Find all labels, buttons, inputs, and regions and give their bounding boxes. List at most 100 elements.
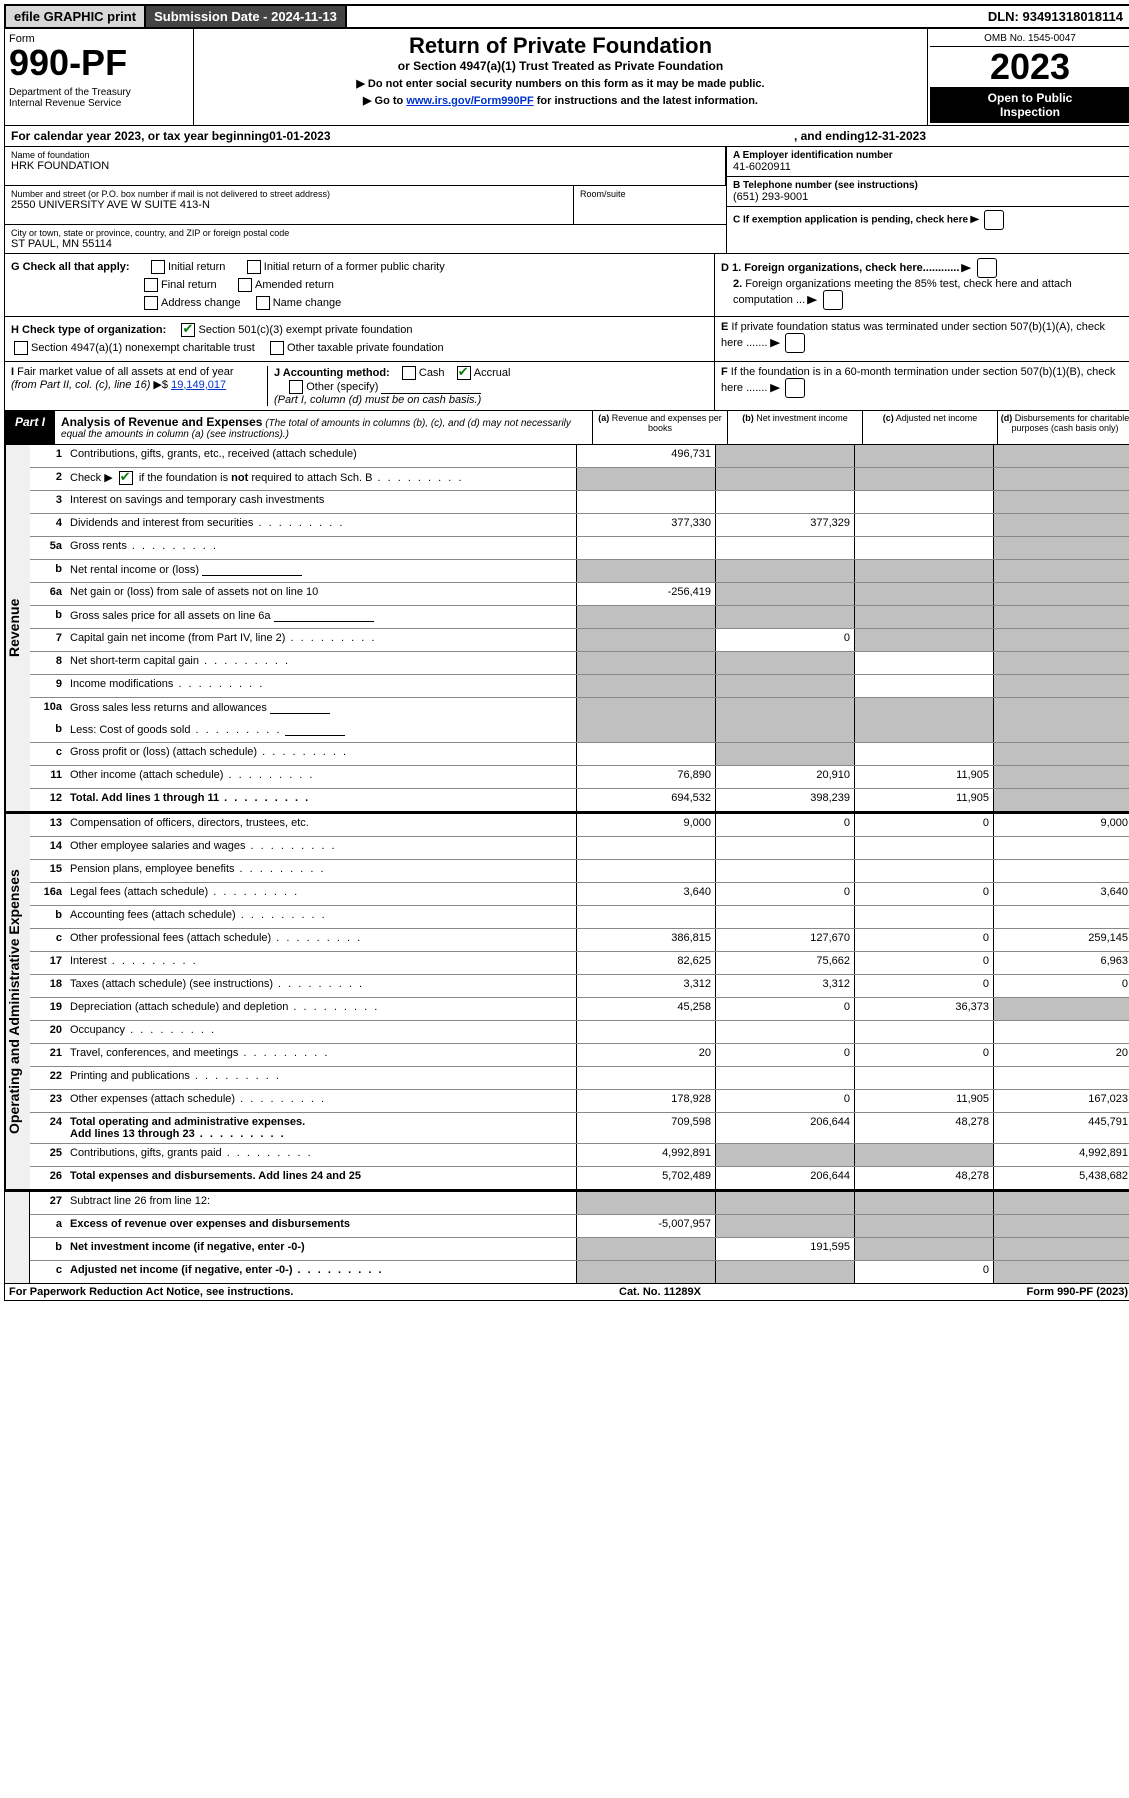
gross-sales-input[interactable] [274,609,374,622]
address-change-checkbox[interactable] [144,296,158,310]
amt-b: 20,910 [715,766,854,788]
amt-b [715,537,854,559]
line-num: 25 [30,1144,66,1166]
amt-d: 5,438,682 [993,1167,1129,1189]
line-desc: Subtract line 26 from line 12: [66,1192,576,1214]
amt-d [993,445,1129,467]
amt-b: 0 [715,629,854,651]
cogs-input[interactable] [285,723,345,736]
amt-a: 386,815 [576,929,715,951]
gross-sales-returns-input[interactable] [270,701,330,714]
name-change-checkbox[interactable] [256,296,270,310]
revenue-tab: Revenue [5,445,30,811]
amt-c: 0 [854,1044,993,1066]
foreign-85-checkbox[interactable] [823,290,843,310]
amt-d: 259,145 [993,929,1129,951]
accrual-checkbox[interactable] [457,366,471,380]
inst-post: for instructions and the latest informat… [534,95,758,107]
g-opt4: Amended return [255,279,334,291]
amt-c [854,606,993,628]
foreign-org-checkbox[interactable] [977,258,997,278]
amt-c: 0 [854,975,993,997]
amt-b [715,1144,854,1166]
line-desc: Interest [66,952,576,974]
line-num: b [30,720,66,742]
amt-a [576,629,715,651]
amt-a: 76,890 [576,766,715,788]
rental-input[interactable] [202,563,302,576]
line-num: b [30,606,66,628]
amt-b [715,1067,854,1089]
g-opt1: Initial return [168,261,225,273]
amt-a [576,652,715,674]
line-desc: Net rental income or (loss) [66,560,576,582]
amt-c: 0 [854,883,993,905]
entity-info: Name of foundation HRK FOUNDATION Number… [4,147,1129,254]
h-opt2: Section 4947(a)(1) nonexempt charitable … [31,342,255,354]
other-method-checkbox[interactable] [289,380,303,394]
terminated-checkbox[interactable] [785,333,805,353]
amt-c [854,860,993,882]
amt-d [993,789,1129,811]
amt-d [993,837,1129,859]
arrow-icon: ▶ [807,293,817,306]
d1-label: D 1. Foreign organizations, check here..… [721,262,959,274]
amt-a: 82,625 [576,952,715,974]
other-specify-input[interactable] [381,381,481,394]
amt-b [715,583,854,605]
cash-checkbox[interactable] [402,366,416,380]
60month-checkbox[interactable] [785,378,805,398]
line-desc: Net short-term capital gain [66,652,576,674]
amt-b [715,720,854,742]
line-desc: Gross sales less returns and allowances [66,698,576,720]
arrow-icon: ▶ [962,261,972,274]
final-return-checkbox[interactable] [144,278,158,292]
amt-c [854,1192,993,1214]
amt-d [993,998,1129,1020]
efile-print-button[interactable]: efile GRAPHIC print [6,6,146,27]
amt-a [576,675,715,697]
amt-b: 0 [715,883,854,905]
amt-a: 694,532 [576,789,715,811]
line-num: 19 [30,998,66,1020]
schb-checkbox[interactable] [119,471,133,485]
other-taxable-checkbox[interactable] [270,341,284,355]
irs-link[interactable]: www.irs.gov/Form990PF [406,95,533,107]
line-desc: Dividends and interest from securities [66,514,576,536]
amt-d [993,514,1129,536]
amt-d [993,766,1129,788]
fmv-value[interactable]: 19,149,017 [171,379,226,391]
line-num: 8 [30,652,66,674]
amt-a: 3,640 [576,883,715,905]
amt-d: 20 [993,1044,1129,1066]
line-desc: Printing and publications [66,1067,576,1089]
4947a1-checkbox[interactable] [14,341,28,355]
amt-a [576,1192,715,1214]
telephone-label: B Telephone number (see instructions) [733,180,1126,191]
line-num: 10a [30,698,66,720]
amt-d: 4,992,891 [993,1144,1129,1166]
amt-c: 0 [854,814,993,836]
amt-c: 11,905 [854,789,993,811]
line-num: 1 [30,445,66,467]
501c3-checkbox[interactable] [181,323,195,337]
exemption-checkbox[interactable] [984,210,1004,230]
amt-a [576,491,715,513]
amt-c: 11,905 [854,1090,993,1112]
amt-b [715,860,854,882]
line-num: 4 [30,514,66,536]
amt-c: 48,278 [854,1167,993,1189]
line-desc: Total expenses and disbursements. Add li… [66,1167,576,1189]
amt-b [715,698,854,720]
g-label: G Check all that apply: [11,261,130,273]
initial-return-public-checkbox[interactable] [247,260,261,274]
amt-a [576,720,715,742]
amt-b [715,743,854,765]
line-num: 16a [30,883,66,905]
open-to-public: Open to PublicInspection [930,87,1129,123]
h-label: H Check type of organization: [11,324,166,336]
amt-b: 0 [715,1090,854,1112]
amended-return-checkbox[interactable] [238,278,252,292]
amt-d [993,1021,1129,1043]
initial-return-checkbox[interactable] [151,260,165,274]
